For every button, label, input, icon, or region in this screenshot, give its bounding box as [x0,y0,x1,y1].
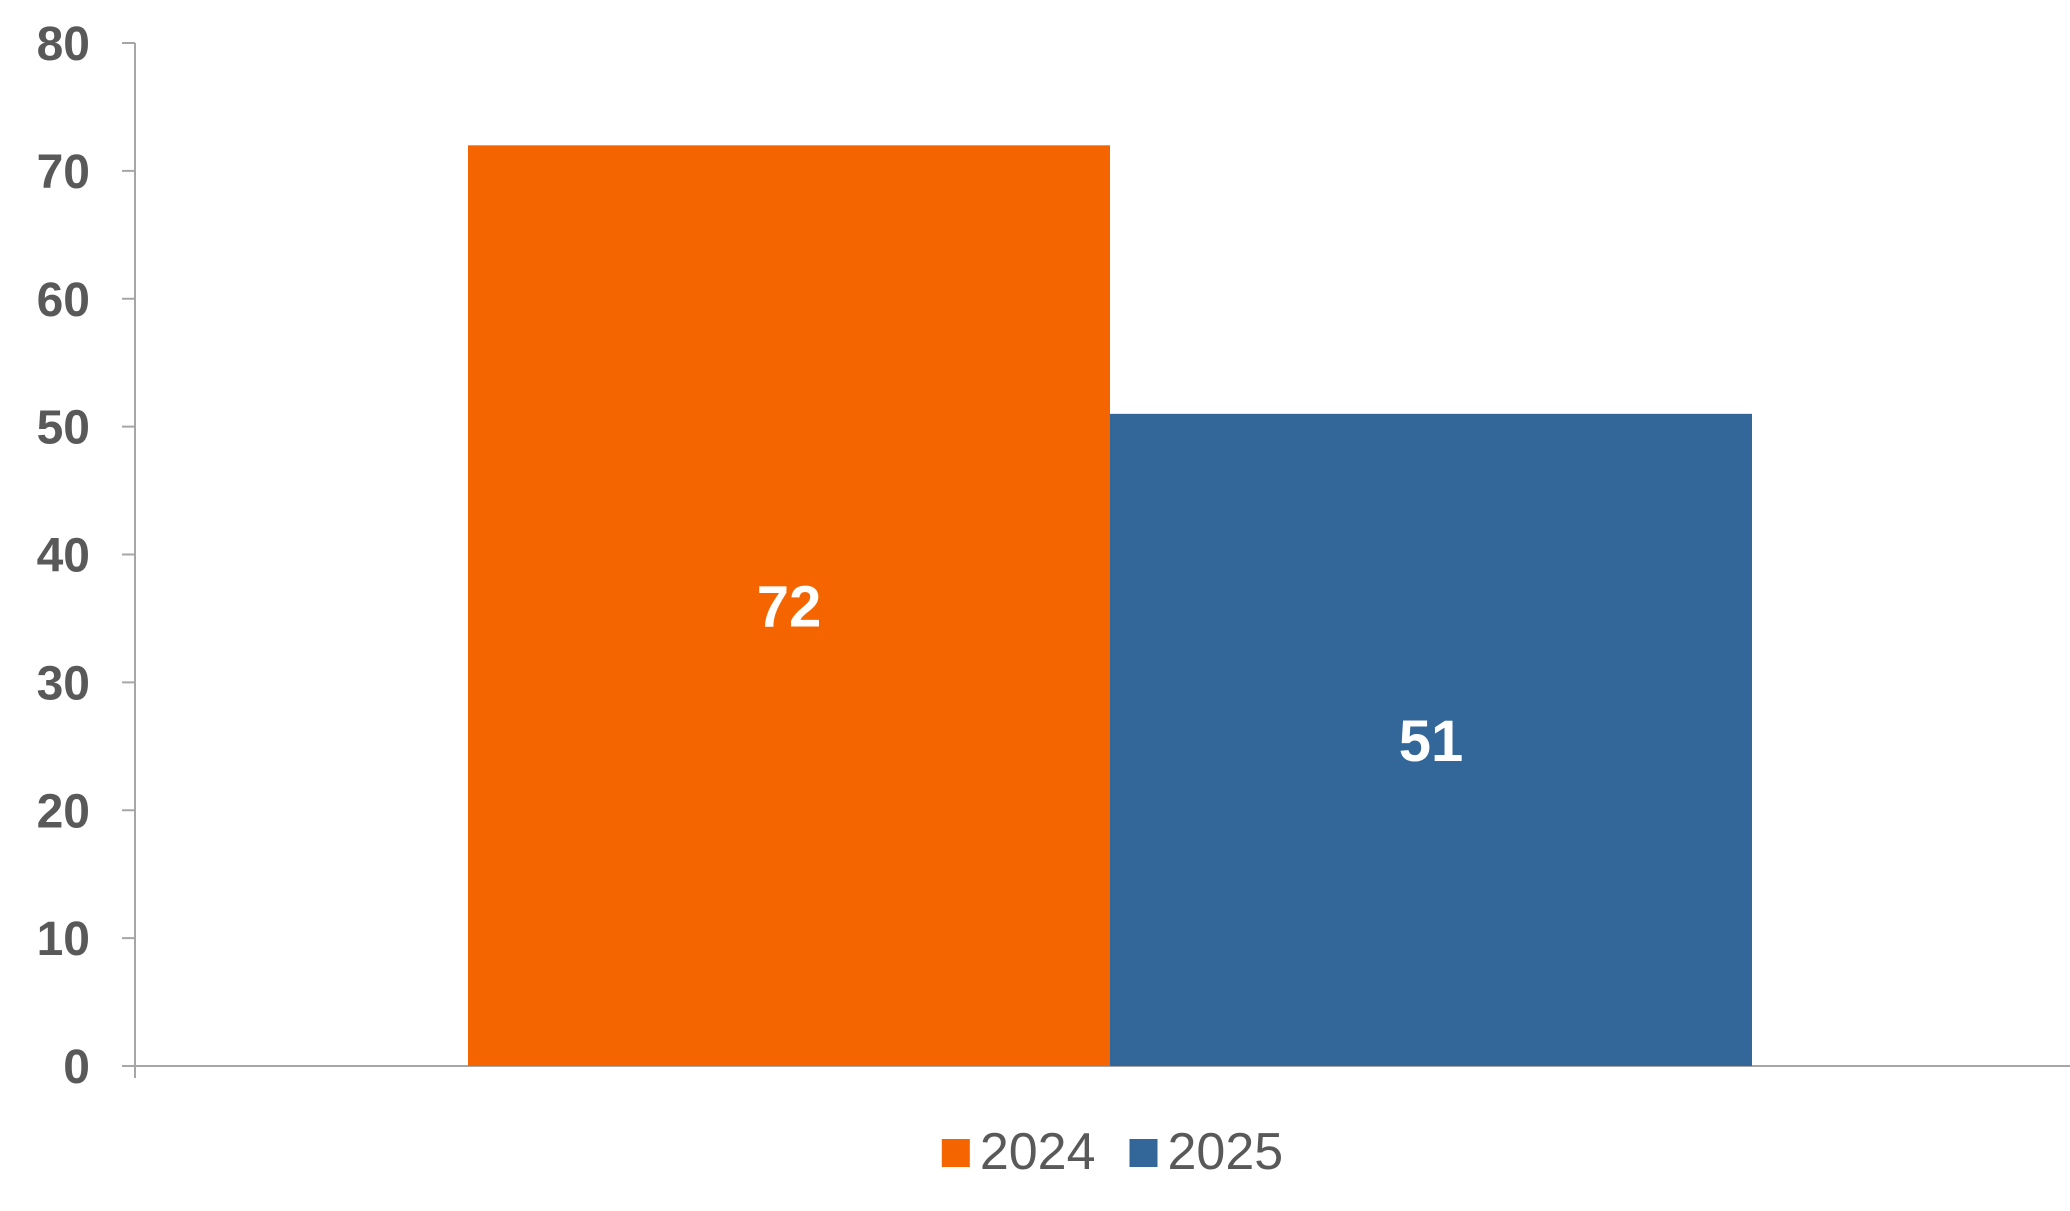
data-label-2024: 72 [757,575,822,640]
y-tick-label: 30 [37,657,90,710]
legend-label: 2025 [1168,1123,1284,1181]
bar-2024 [468,145,1110,1067]
legend: 2024 2025 [941,1123,1284,1181]
data-label-2025: 51 [1399,709,1464,774]
legend-swatch [1129,1139,1158,1167]
y-tick-label: 50 [37,402,90,455]
y-tick-label: 0 [63,1041,90,1094]
y-tick-label: 40 [37,530,90,583]
y-tick-label: 10 [37,913,90,966]
y-tick-label: 20 [37,785,90,838]
legend-label: 2024 [980,1123,1096,1181]
legend-item: 2024 [941,1123,1096,1181]
legend-item: 2025 [1129,1123,1284,1181]
bar-2025 [1110,413,1752,1066]
y-tick-label: 60 [37,274,90,327]
y-tick-label: 70 [37,146,90,199]
legend-swatch [941,1139,970,1167]
y-tick-label: 80 [37,18,90,71]
y-axis: 0 10 20 30 40 50 60 70 80 [37,18,136,1094]
bars: 72 51 [468,145,1752,1067]
